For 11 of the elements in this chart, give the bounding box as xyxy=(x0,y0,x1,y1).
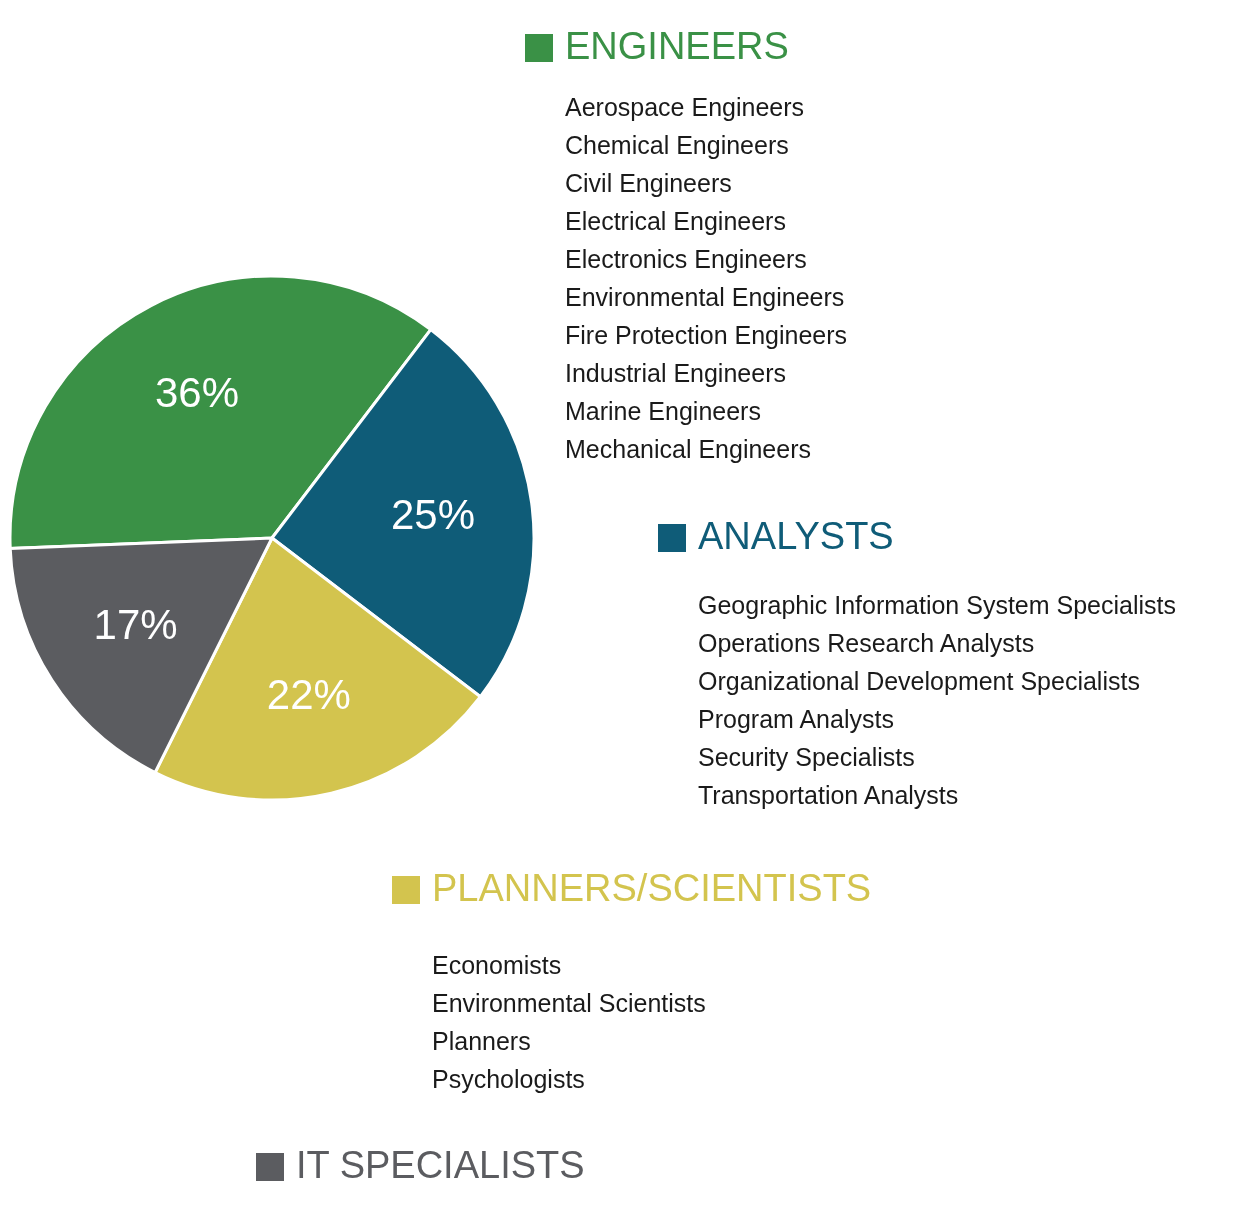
text: Economists Environmental Scientists Planners Psychologists xyxy=(432,951,706,1093)
text: Geographic Information System Specialists Operations Research Analysts Organizational Development Specialists Program Analysts Security Specialists Transportation Analysts xyxy=(698,591,1176,809)
data-label: 22% xyxy=(266,671,351,719)
data-label: 17% xyxy=(93,601,178,649)
legend-label: ENGINEERS xyxy=(565,25,789,67)
data-label: 25% xyxy=(390,491,476,539)
legend-label: IT SPECIALISTS xyxy=(296,1144,585,1186)
legend-label: ANALYSTS xyxy=(698,515,894,557)
legend-label: PLANNERS/SCIENTISTS xyxy=(432,867,872,909)
data-label: 36% xyxy=(154,368,240,416)
text: Aerospace Engineers Chemical Engineers Civil Engineers Electrical Engineers Electronics Engineers Environmental Engineers Fire Protection Engineers Industrial Engineers Marine Engineers Mechanical Engineers xyxy=(565,93,848,463)
